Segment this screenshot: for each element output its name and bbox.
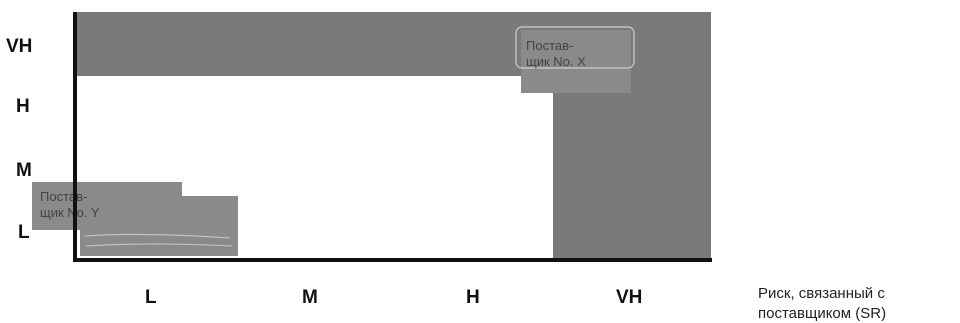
y-tick-l: L	[18, 222, 30, 243]
x-axis-title-line1: Риск, связанный с	[758, 285, 885, 302]
x-tick-m: M	[302, 287, 318, 308]
y-tick-vh: VH	[6, 36, 32, 57]
x-tick-vh: VH	[616, 287, 642, 308]
supplier-y-box-bottom	[80, 196, 238, 256]
supplier-y-label-line1: Постав-	[40, 189, 87, 204]
supplier-y-box-outline	[83, 233, 233, 247]
y-tick-m: M	[16, 160, 32, 181]
x-tick-l: L	[145, 287, 157, 308]
supplier-y-label-line2: щик No. Y	[40, 205, 100, 220]
x-axis-title-line2: поставщиком (SR)	[758, 305, 886, 322]
supplier-x-box: Постав- щик No. X	[515, 26, 635, 93]
supplier-x-label-line2: щик No. X	[526, 54, 586, 69]
plot-area: Постав- щик No. X Постав- щик No. Y	[32, 12, 712, 262]
y-tick-h: H	[16, 96, 30, 117]
y-axis-ticks: VH H M L	[6, 36, 32, 243]
supplier-x-label-line1: Постав-	[526, 38, 573, 53]
supplier-x-box-shape	[521, 30, 631, 93]
supplier-x-box-outline	[515, 26, 635, 69]
x-axis-ticks: L M H VH	[145, 287, 642, 308]
x-axis-title: Риск, связанный с поставщиком (SR)	[758, 285, 886, 322]
x-tick-h: H	[466, 287, 480, 308]
